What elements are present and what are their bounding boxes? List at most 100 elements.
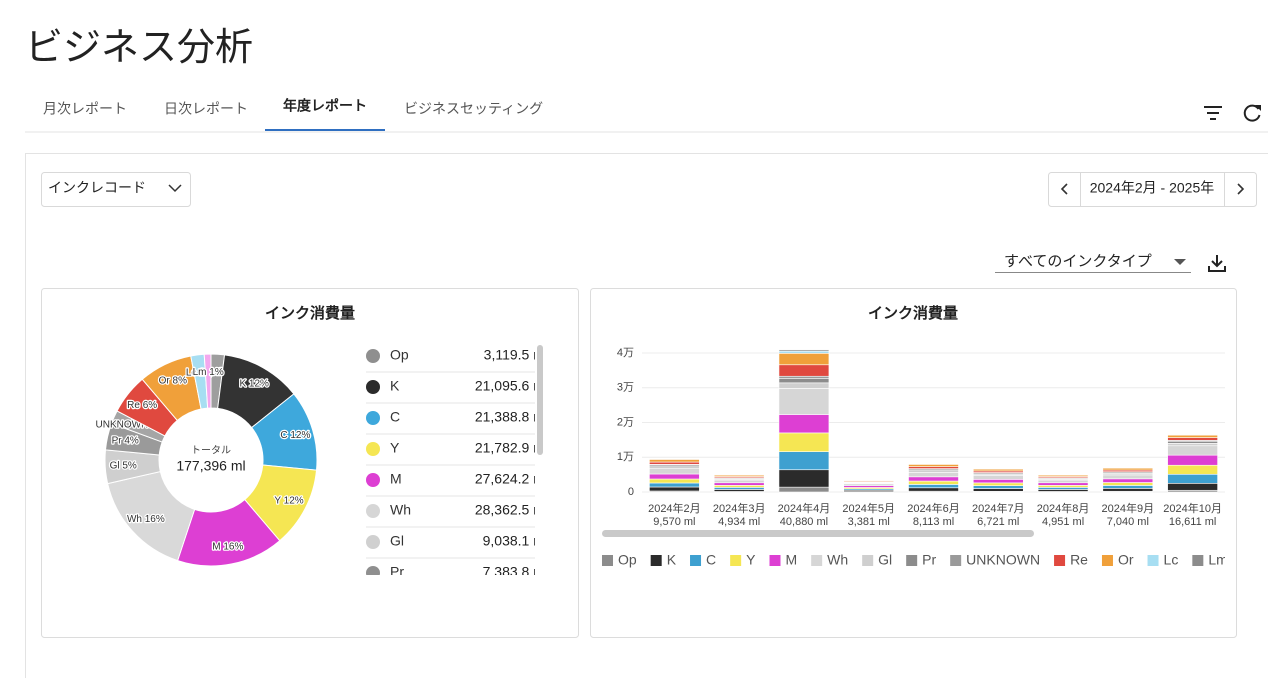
category-total: 40,880 ml	[780, 516, 828, 528]
pie-label-value: 4%	[124, 435, 139, 446]
bar-segment	[908, 487, 959, 492]
legend-swatch[interactable]	[690, 555, 702, 566]
chart-scrollbar[interactable]	[602, 530, 1034, 537]
bar-segment	[778, 414, 830, 434]
ink-amount: 3,119.5 ml	[484, 347, 548, 363]
pie-label-value: 6%	[143, 400, 158, 411]
legend-label[interactable]: Re	[1070, 552, 1088, 568]
bar-segment	[1167, 483, 1218, 491]
list-scrollbar[interactable]	[537, 345, 543, 455]
pie-label: Re 6%	[127, 400, 157, 411]
record-select-text: インクレコード	[48, 180, 146, 196]
bar-segment	[713, 487, 765, 490]
legend-swatch[interactable]	[906, 555, 918, 566]
pie-label-name: Wh	[127, 514, 142, 525]
pie-slice	[203, 353, 212, 409]
legend-label[interactable]: Pr	[922, 552, 936, 568]
legend-label[interactable]: C	[706, 552, 716, 568]
pie-label-name: Re	[127, 400, 140, 411]
bar-segment	[778, 388, 830, 415]
bar-segment	[1167, 443, 1218, 447]
y-tick-label: 4万	[617, 347, 634, 359]
legend-label[interactable]: Lc	[1164, 552, 1179, 568]
legend-label[interactable]: M	[786, 552, 798, 568]
ink-swatch	[366, 473, 380, 487]
legend-swatch[interactable]	[950, 555, 962, 566]
legend-label[interactable]: K	[667, 552, 677, 568]
bar-segment	[908, 480, 959, 485]
tab[interactable]: 日次レポート	[164, 101, 248, 117]
legend-swatch[interactable]	[811, 555, 823, 566]
legend-label[interactable]: Op	[618, 552, 637, 568]
pie-label-name: Or	[159, 375, 171, 386]
legend-swatch[interactable]	[862, 555, 874, 566]
bar-segment	[1167, 440, 1218, 444]
legend-label[interactable]: Or	[1118, 552, 1134, 568]
legend-swatch[interactable]	[769, 555, 781, 566]
legend-swatch[interactable]	[650, 555, 662, 566]
legend: Op K C Y M Wh Gl Pr UNKNOWN Re Or Lc Lm	[602, 552, 1227, 568]
bar-segment	[649, 459, 700, 463]
legend-label[interactable]: Wh	[827, 552, 848, 568]
ink-amount: 7,383.8 ml	[483, 564, 548, 580]
bar-segment	[649, 473, 700, 480]
bar-segment	[1167, 473, 1218, 484]
bar-segment	[713, 489, 765, 492]
previous-button[interactable]	[1060, 183, 1068, 195]
x-tick-label: 2024年9月	[1102, 501, 1155, 515]
tab[interactable]: 年度レポート	[283, 98, 367, 114]
bar-segment	[972, 475, 1024, 480]
pie-label: M 16%	[212, 541, 243, 552]
ink-amount: 28,362.5 ml	[475, 502, 548, 518]
bar-segment	[778, 486, 830, 493]
bar-segment	[1102, 488, 1154, 492]
y-tick-label: 1万	[617, 451, 634, 463]
ink-type-select[interactable]: すべてのインクタイプ	[995, 253, 1191, 273]
next-button[interactable]	[1237, 183, 1245, 195]
x-tick-label: 2024年8月	[1037, 501, 1090, 515]
legend-swatch[interactable]	[1101, 555, 1113, 566]
page-title: ビジネス分析	[25, 27, 253, 69]
legend-label[interactable]: Y	[746, 552, 756, 568]
legend-label[interactable]: Lm	[1208, 552, 1227, 568]
category-total: 4,951 ml	[1042, 516, 1084, 528]
filter-button[interactable]	[1204, 106, 1222, 120]
bar-segment	[649, 468, 700, 475]
date-range: 2024年2月 - 2025年	[1090, 180, 1215, 196]
record-select[interactable]: インクレコード	[41, 172, 191, 207]
pie-label-name: Gl	[110, 460, 120, 471]
x-tick-label: 2024年6月	[907, 501, 960, 515]
bar-segment	[1037, 489, 1089, 492]
legend-swatch[interactable]	[1054, 555, 1066, 566]
legend-swatch[interactable]	[1147, 555, 1159, 566]
legend-label[interactable]: Gl	[878, 552, 892, 568]
x-tick-label: 2024年3月	[713, 501, 766, 515]
x-tick-label: 2024年7月	[972, 501, 1025, 515]
refresh-button[interactable]	[1243, 104, 1261, 122]
pie-label-value: 5%	[122, 460, 137, 471]
legend-swatch[interactable]	[730, 555, 742, 566]
ink-name: Y	[390, 440, 400, 456]
ink-amount: 9,038.1 ml	[483, 533, 548, 549]
legend-swatch[interactable]	[602, 555, 613, 566]
bar-segment	[1037, 487, 1089, 490]
category-total: 9,570 ml	[653, 516, 695, 528]
pie-label: Pr 4%	[112, 435, 139, 446]
bar-segment	[649, 482, 700, 488]
pie-label-value: 8%	[173, 375, 188, 386]
legend-swatch[interactable]	[1192, 555, 1204, 566]
bar-segment	[649, 461, 700, 465]
pie-label-name: M	[212, 541, 220, 552]
download-button[interactable]	[1208, 255, 1226, 272]
tab[interactable]: 月次レポート	[43, 101, 127, 117]
bar-segment	[908, 484, 959, 489]
bar-segment	[1037, 479, 1089, 484]
y-tick-label: 2万	[617, 416, 634, 428]
legend-label[interactable]: UNKNOWN	[966, 552, 1040, 568]
tab[interactable]: ビジネスセッティング	[404, 101, 543, 117]
tab-bar: 月次レポート 日次レポート 年度レポート ビジネスセッティング	[43, 98, 543, 131]
category-total: 8,113 ml	[913, 516, 954, 528]
ink-type-text: すべてのインクタイプ	[1004, 253, 1152, 270]
bar-segment	[1102, 474, 1154, 480]
